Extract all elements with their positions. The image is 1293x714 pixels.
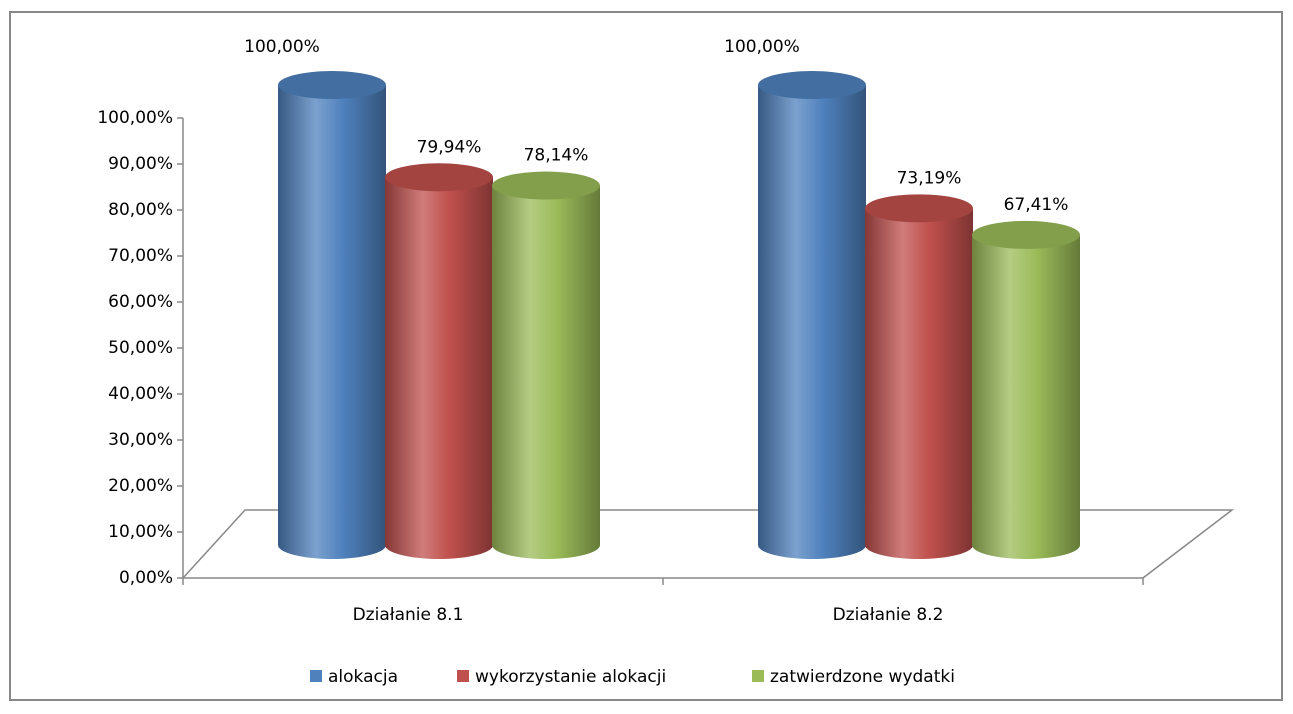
y-tick-label: 30,00% [108, 430, 173, 450]
chart-frame [9, 11, 1283, 701]
y-tick-label: 70,00% [108, 246, 173, 266]
legend-label: alokacja [328, 667, 398, 687]
y-tick-label: 40,00% [108, 384, 173, 404]
bar-top [385, 163, 493, 192]
data-label: 73,19% [897, 168, 962, 188]
legend-label: zatwierdzone wydatki [770, 667, 955, 687]
y-tick-label: 80,00% [108, 200, 173, 220]
data-label: 78,14% [524, 146, 589, 166]
y-tick-label: 0,00% [119, 568, 173, 588]
y-tick-label: 90,00% [108, 154, 173, 174]
legend-label: wykorzystanie alokacji [475, 667, 666, 687]
data-label: 67,41% [1004, 195, 1069, 215]
bar-top [492, 171, 600, 200]
legend-swatch [457, 670, 469, 682]
y-tick-label: 20,00% [108, 476, 173, 496]
y-tick-label: 10,00% [108, 522, 173, 542]
x-tick-label: Działanie 8.1 [353, 605, 464, 625]
bar [385, 177, 493, 559]
legend-swatch [752, 670, 764, 682]
data-label: 100,00% [724, 37, 800, 57]
x-tick-label: Działanie 8.2 [833, 605, 944, 625]
bar-top [758, 71, 866, 99]
bar [758, 85, 866, 559]
bar-top [972, 220, 1080, 249]
bar [492, 185, 600, 559]
bar-top [278, 71, 386, 99]
bar-top [865, 194, 973, 223]
y-tick-label: 100,00% [97, 108, 173, 128]
data-label: 79,94% [417, 137, 482, 157]
bar [865, 208, 973, 560]
data-label: 100,00% [244, 37, 320, 57]
bar [278, 85, 386, 559]
legend-swatch [310, 670, 322, 682]
y-tick-label: 60,00% [108, 292, 173, 312]
y-tick-label: 50,00% [108, 338, 173, 358]
bar [972, 234, 1080, 559]
